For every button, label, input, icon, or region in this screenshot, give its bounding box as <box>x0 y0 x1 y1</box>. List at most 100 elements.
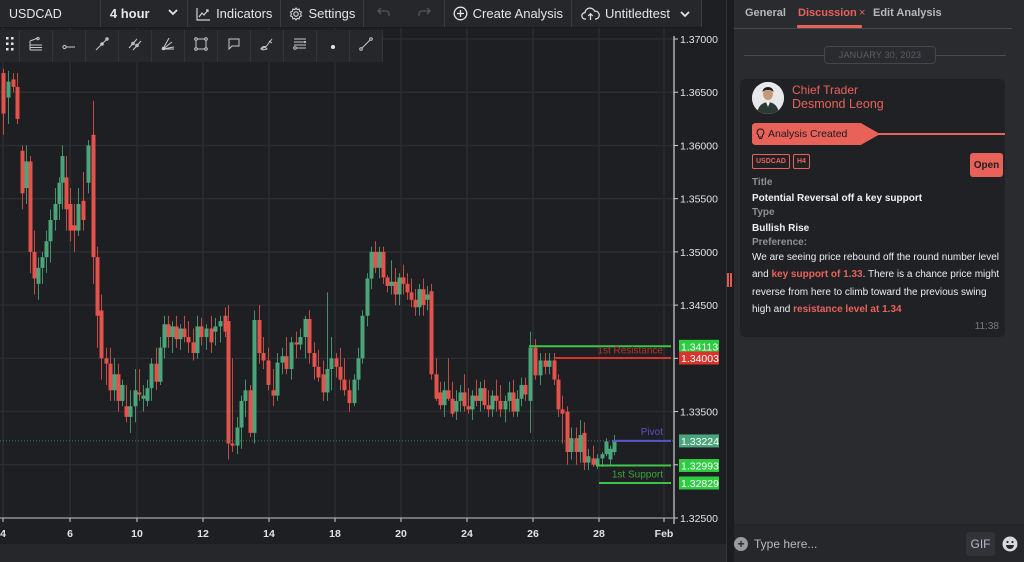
add-attachment-icon[interactable]: + <box>734 537 748 551</box>
cloud-upload-icon <box>581 7 600 21</box>
svg-text:1.35000: 1.35000 <box>680 247 718 259</box>
undo-button[interactable] <box>364 0 404 27</box>
divider-line <box>936 55 1006 56</box>
svg-text:28: 28 <box>593 528 605 540</box>
svg-text:6: 6 <box>67 528 73 540</box>
parallel-channel-tool[interactable] <box>119 30 152 62</box>
horizontal-ray-tool[interactable] <box>53 30 86 62</box>
symbol-label: USDCAD <box>9 6 62 21</box>
svg-text:1.37000: 1.37000 <box>680 34 718 46</box>
symbol-selector[interactable]: USDCAD <box>0 0 101 27</box>
svg-text:Pivot: Pivot <box>641 427 663 438</box>
plus-circle-icon <box>453 6 468 21</box>
layout-name: Untitledtest <box>604 6 671 21</box>
pitchfork-tool[interactable] <box>284 30 317 62</box>
svg-text:14: 14 <box>263 528 275 540</box>
svg-text:1.36000: 1.36000 <box>680 140 718 152</box>
preference-label: Preference: <box>752 237 808 248</box>
svg-text:1.32993: 1.32993 <box>681 461 719 473</box>
event-line <box>878 133 1005 135</box>
event-badge-row: Analysis Created <box>752 123 1006 145</box>
gann-fan-icon <box>161 37 175 56</box>
callout-icon <box>227 37 241 56</box>
fib-retracement-tool[interactable] <box>20 30 53 62</box>
author-name: Desmond Leong <box>792 97 884 111</box>
svg-text:1.35500: 1.35500 <box>680 194 718 206</box>
close-tab-icon[interactable]: × <box>859 7 866 19</box>
event-badge: Analysis Created <box>752 123 880 145</box>
analysis-panel: General Discussion × Edit Analysis JANUA… <box>734 0 1024 562</box>
body-text-2: . There is a chance price might reverse … <box>752 269 1000 315</box>
lightbulb-icon <box>756 128 765 140</box>
drag-handle-icon <box>5 36 14 56</box>
highlight-support: key support of 1.33 <box>771 269 863 281</box>
svg-text:10: 10 <box>131 528 143 540</box>
body-text-1: We are seeing price rebound off the roun… <box>752 252 1000 281</box>
svg-text:1.34113: 1.34113 <box>681 341 718 353</box>
tab-general[interactable]: General <box>745 7 786 19</box>
svg-text:1.36500: 1.36500 <box>680 87 718 99</box>
svg-text:1st Resistance: 1st Resistance <box>597 345 663 356</box>
symbol-tag: USDCAD <box>752 154 790 169</box>
open-analysis-button[interactable]: Open <box>970 153 1003 177</box>
message-timestamp: 11:38 <box>974 321 999 332</box>
emoji-icon[interactable] <box>1002 536 1018 552</box>
interval-dropdown[interactable]: 4 hour <box>101 0 189 27</box>
create-analysis-label: Create Analysis <box>472 6 563 21</box>
resize-handle-icon[interactable] <box>727 273 733 287</box>
svg-text:1.34003: 1.34003 <box>681 353 719 365</box>
rectangle-icon <box>194 36 208 56</box>
brush-tool[interactable] <box>251 30 284 62</box>
pitchfork-icon <box>293 37 307 56</box>
redo-icon <box>417 6 431 21</box>
highlight-resistance: resistance level at 1.34 <box>793 303 902 315</box>
create-analysis-button[interactable]: Create Analysis <box>445 0 572 27</box>
event-label: Analysis Created <box>768 128 848 140</box>
price-chart[interactable]: 1st Resistance Pivot 1st Support 1.37000 1.3… <box>0 28 730 540</box>
fib-retracement-icon <box>29 36 43 56</box>
date-label: JANUARY 30, 2023 <box>824 46 936 64</box>
indicators-label: Indicators <box>216 6 273 21</box>
avatar[interactable] <box>752 82 784 114</box>
svg-text:1.33224: 1.33224 <box>681 436 719 448</box>
message-composer: + GIF <box>734 524 1024 562</box>
drag-handle[interactable] <box>0 30 20 62</box>
dot-tool[interactable] <box>317 30 350 62</box>
svg-text:1st Support: 1st Support <box>612 470 663 481</box>
gann-fan-tool[interactable] <box>152 30 185 62</box>
tab-edit-analysis[interactable]: Edit Analysis <box>873 7 942 19</box>
divider-line <box>744 55 824 56</box>
interval-label: 4 hour <box>109 6 150 21</box>
svg-text:Feb: Feb <box>655 528 674 540</box>
author-role: Chief Trader <box>792 83 859 97</box>
settings-button[interactable]: Settings <box>281 0 365 27</box>
analysis-message-card: Chief Trader Desmond Leong Analysis Crea… <box>740 79 1005 337</box>
horizontal-ray-icon <box>62 37 76 55</box>
svg-text:4: 4 <box>0 528 6 540</box>
rectangle-tool[interactable] <box>185 30 218 62</box>
tab-discussion[interactable]: Discussion <box>798 7 857 19</box>
panel-tabs: General Discussion × Edit Analysis <box>734 0 1012 29</box>
trend-line-tool[interactable] <box>86 30 119 62</box>
settings-label: Settings <box>308 6 356 21</box>
active-tab-indicator <box>797 25 862 28</box>
svg-text:1.32829: 1.32829 <box>681 478 719 490</box>
date-separator: JANUARY 30, 2023 <box>744 46 1006 64</box>
gif-button[interactable]: GIF <box>966 532 995 556</box>
save-layout-dropdown[interactable]: Untitledtest <box>572 0 703 27</box>
redo-button[interactable] <box>404 0 445 27</box>
parallel-channel-icon <box>128 37 142 56</box>
type-value: Bullish Rise <box>752 223 810 234</box>
line-segment-icon <box>359 36 373 56</box>
candlestick-chart[interactable]: 1st Resistance Pivot 1st Support 1.37000 1.3… <box>0 28 730 544</box>
trend-line-icon <box>95 36 109 56</box>
callout-tool[interactable] <box>218 30 251 62</box>
line-segment-tool[interactable] <box>350 30 383 62</box>
svg-text:24: 24 <box>461 528 473 540</box>
chevron-down-icon <box>679 8 691 20</box>
svg-text:1.32500: 1.32500 <box>680 513 718 525</box>
chart-bottom-strip <box>0 544 730 562</box>
message-input[interactable] <box>754 534 954 554</box>
indicators-button[interactable]: Indicators <box>188 0 282 27</box>
svg-text:20: 20 <box>395 528 407 540</box>
